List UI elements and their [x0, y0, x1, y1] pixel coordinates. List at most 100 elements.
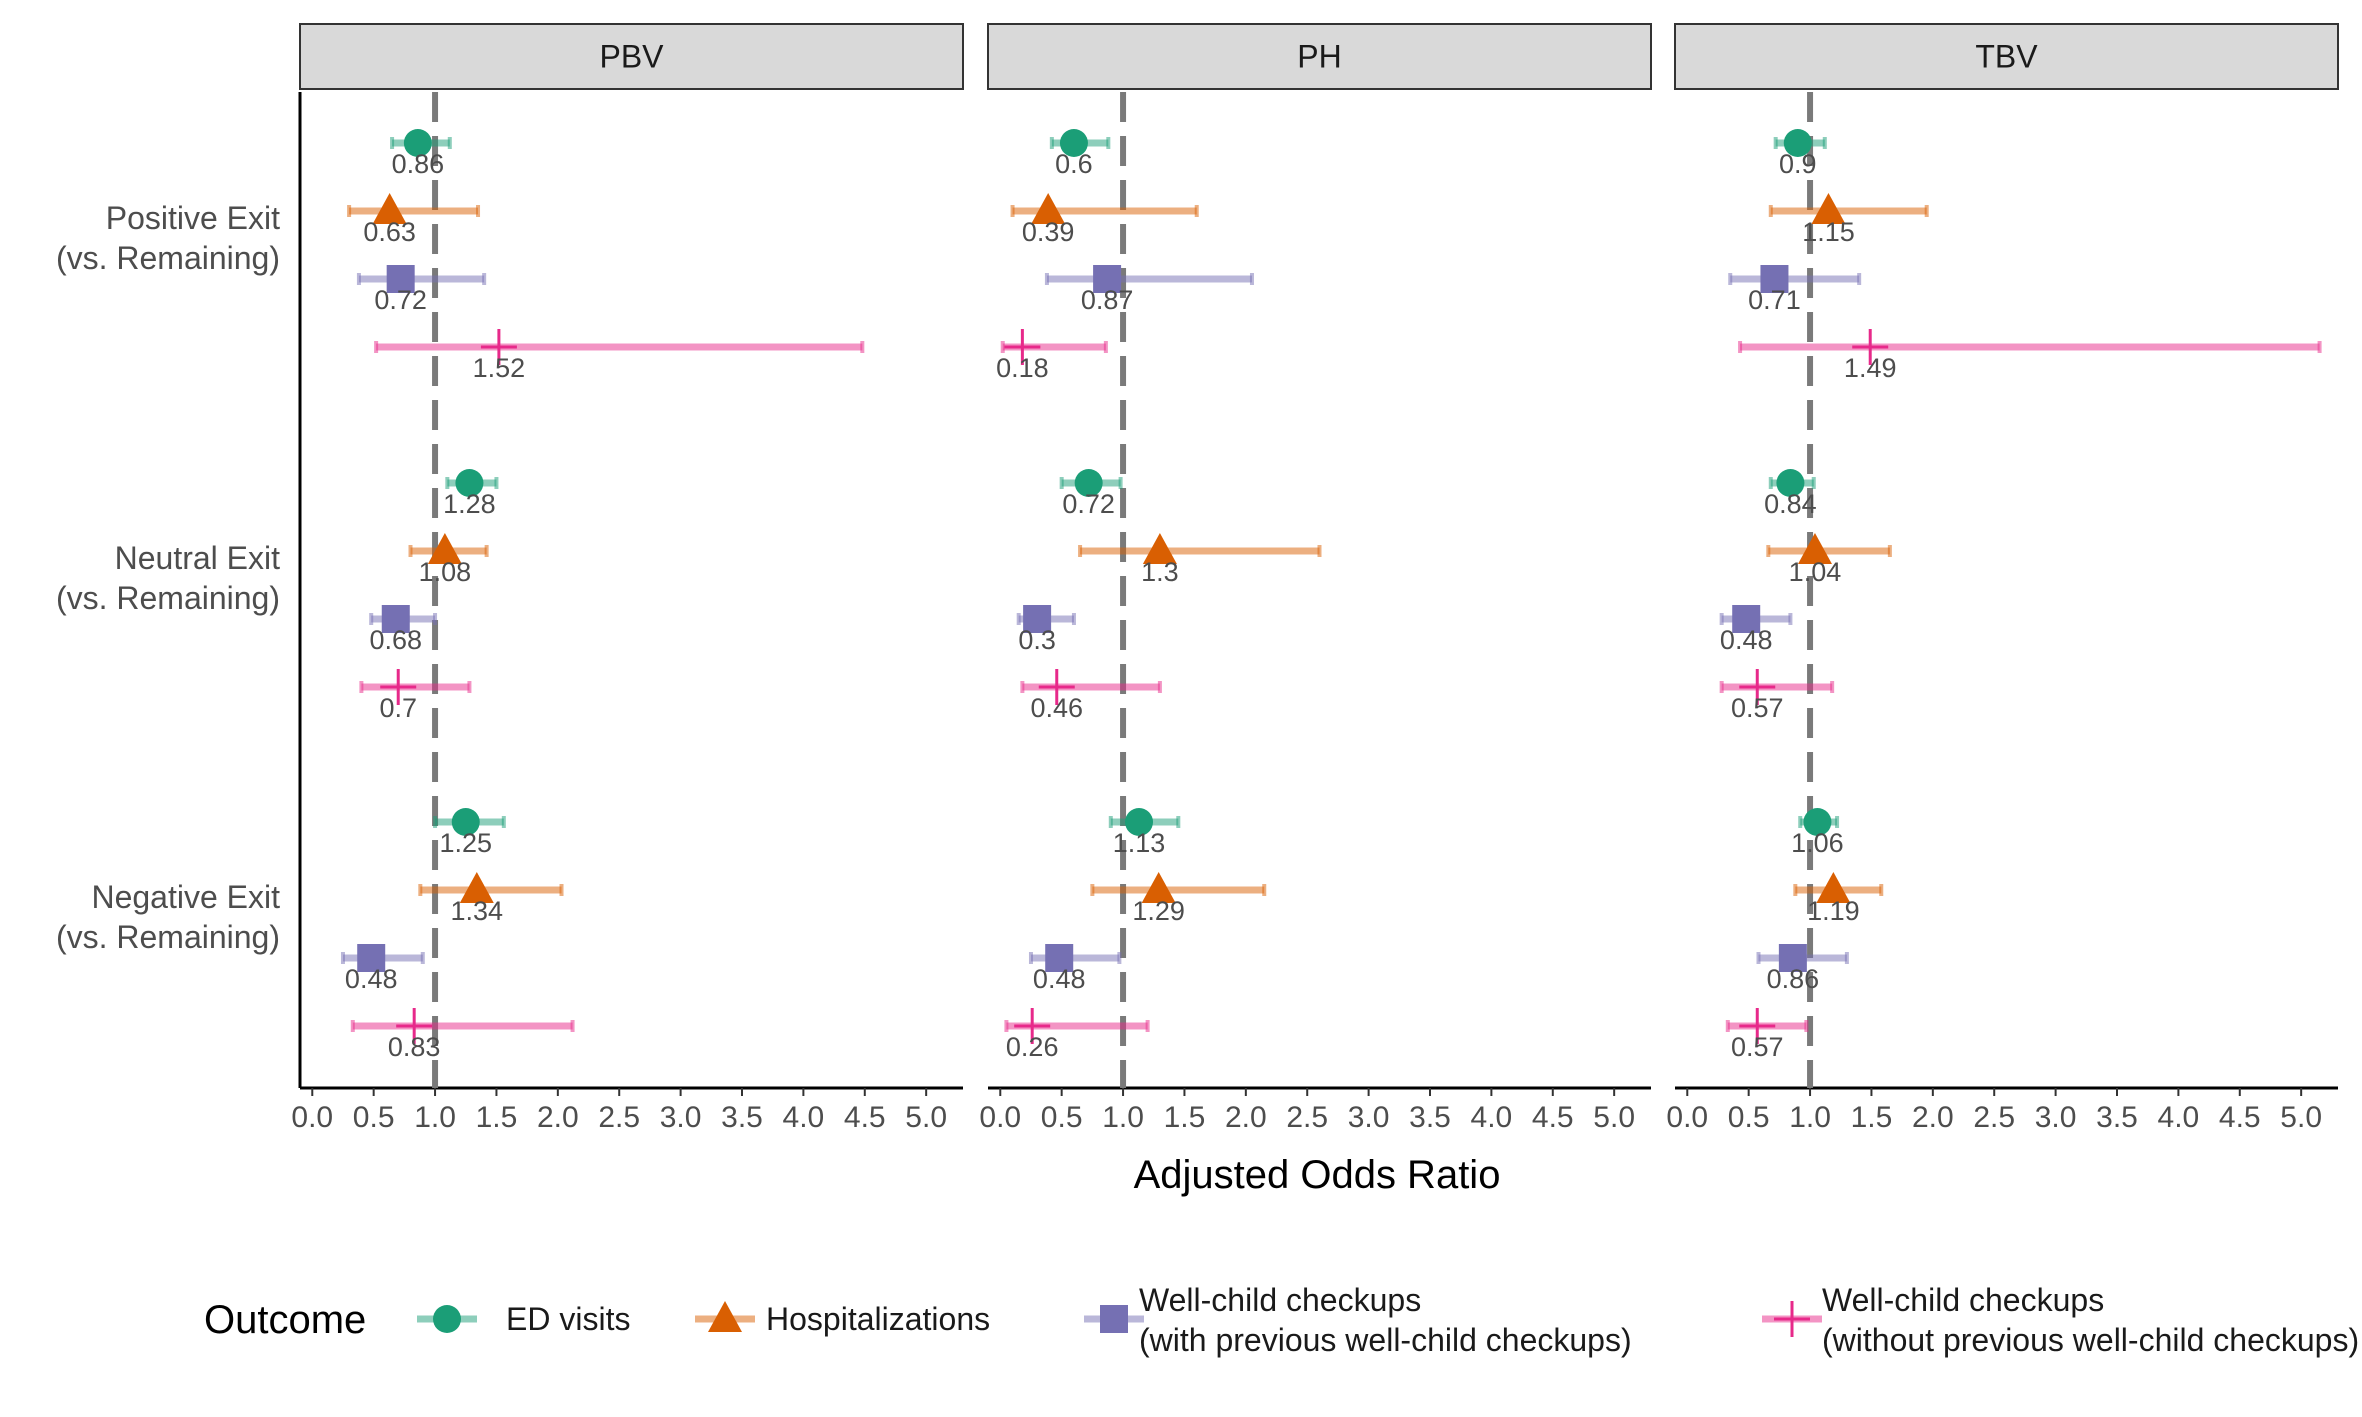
x-tick-label: 1.5 [1164, 1101, 1206, 1134]
legend-key-triangle [708, 1301, 742, 1332]
row-label-line2: (vs. Remaining) [56, 919, 280, 955]
facet-panel-ph: PH 0.0 0.5 1.0 1.5 2.0 2.5 3.0 3.5 4.0 4.5 5.0 0.6 0.… [979, 23, 1652, 1134]
row-label-line2: (vs. Remaining) [56, 240, 280, 276]
estimate-3: 0.83 [350, 1008, 575, 1062]
point-triangle [372, 193, 407, 224]
data-label: 0.9 [1779, 149, 1817, 179]
estimate-1: 0.39 [1010, 193, 1199, 247]
data-label: 0.57 [1731, 693, 1784, 723]
facet-panel-tbv: TBV 0.0 0.5 1.0 1.5 2.0 2.5 3.0 3.5 4.0 4.5 5.0 0.9 1… [1666, 23, 2339, 1134]
data-label: 0.72 [374, 285, 427, 315]
point-circle [1776, 469, 1805, 497]
estimate-3: 0.26 [1004, 1008, 1150, 1062]
data-label: 0.84 [1764, 489, 1817, 519]
legend-key-circle [433, 1305, 461, 1333]
point-circle [403, 129, 432, 157]
x-tick-label: 3.5 [2096, 1101, 2138, 1134]
point-square [357, 944, 386, 972]
point-circle [1783, 129, 1812, 157]
point-square [1778, 944, 1807, 972]
facet-strip-label: TBV [1975, 39, 2038, 75]
estimate-0: 0.84 [1764, 469, 1817, 519]
estimate-2: 0.3 [1016, 605, 1076, 655]
x-tick-label: 2.5 [1286, 1101, 1328, 1134]
facet-strip-label: PBV [599, 39, 664, 75]
data-label: 1.52 [473, 353, 526, 383]
legend-key-3 [1762, 1301, 1822, 1337]
data-label: 0.86 [1767, 964, 1820, 994]
data-label: 0.57 [1731, 1032, 1784, 1062]
estimate-1: 1.08 [408, 533, 489, 587]
estimate-2: 0.71 [1728, 265, 1862, 315]
estimate-0: 0.86 [390, 129, 452, 179]
data-label: 1.25 [439, 828, 492, 858]
row-label-line1: Negative Exit [91, 879, 280, 915]
row-label-line2: (vs. Remaining) [56, 580, 280, 616]
data-label: 0.6 [1055, 149, 1093, 179]
estimate-3: 0.57 [1725, 1008, 1809, 1062]
estimate-2: 0.72 [356, 265, 487, 315]
point-triangle [1797, 533, 1832, 564]
x-tick-label: 0.0 [291, 1101, 333, 1134]
data-label: 1.49 [1844, 353, 1897, 383]
x-tick-label: 4.0 [2158, 1101, 2200, 1134]
x-tick-label: 1.5 [1851, 1101, 1893, 1134]
data-label: 1.3 [1141, 557, 1179, 587]
x-tick-label: 2.5 [598, 1101, 640, 1134]
x-tick-label: 1.0 [414, 1101, 456, 1134]
data-label: 1.04 [1789, 557, 1842, 587]
point-square [1093, 265, 1122, 293]
point-square [1760, 265, 1789, 293]
legend-key-2 [1084, 1305, 1144, 1333]
estimate-2: 0.87 [1044, 265, 1254, 315]
facet-strip [987, 23, 1652, 90]
x-tick-label: 4.5 [1532, 1101, 1574, 1134]
estimate-1: 1.29 [1090, 872, 1267, 926]
data-label: 1.13 [1113, 828, 1166, 858]
x-tick-label: 5.0 [2280, 1101, 2322, 1134]
legend-title: Outcome [204, 1298, 366, 1342]
data-label: 0.87 [1081, 285, 1134, 315]
legend-label-line1: Well-child checkups [1822, 1282, 2104, 1318]
x-axis-title: Adjusted Odds Ratio [1134, 1153, 1501, 1197]
legend-label: ED visits [506, 1301, 630, 1337]
estimate-0: 0.9 [1773, 129, 1827, 179]
data-label: 0.26 [1006, 1032, 1059, 1062]
point-triangle [427, 533, 462, 564]
data-label: 0.39 [1022, 217, 1075, 247]
data-label: 0.71 [1748, 285, 1801, 315]
estimate-3: 0.46 [1020, 669, 1162, 723]
x-tick-label: 3.5 [1409, 1101, 1451, 1134]
legend-key-square [1100, 1305, 1128, 1333]
point-triangle [1142, 533, 1177, 564]
x-tick-label: 0.5 [1728, 1101, 1770, 1134]
data-label: 0.83 [388, 1032, 441, 1062]
x-tick-label: 0.0 [1666, 1101, 1708, 1134]
estimate-1: 1.34 [418, 872, 564, 926]
estimate-0: 0.6 [1049, 129, 1111, 179]
x-tick-label: 1.5 [476, 1101, 518, 1134]
legend-key-0 [417, 1305, 477, 1333]
point-square [1023, 605, 1052, 633]
data-label: 0.48 [345, 964, 398, 994]
data-label: 0.72 [1062, 489, 1115, 519]
x-tick-label: 3.0 [660, 1101, 702, 1134]
x-tick-label: 3.0 [1348, 1101, 1390, 1134]
estimate-2: 0.48 [1028, 944, 1122, 994]
point-circle [455, 469, 484, 497]
point-square [1732, 605, 1761, 633]
x-tick-label: 3.0 [2035, 1101, 2077, 1134]
estimate-3: 1.49 [1738, 329, 2322, 383]
data-label: 1.08 [419, 557, 472, 587]
x-tick-label: 0.5 [1041, 1101, 1083, 1134]
data-label: 1.28 [443, 489, 496, 519]
point-circle [1074, 469, 1103, 497]
data-label: 1.34 [451, 896, 504, 926]
data-label: 0.46 [1030, 693, 1083, 723]
x-tick-label: 4.5 [2219, 1101, 2261, 1134]
estimate-2: 0.86 [1756, 944, 1849, 994]
x-tick-label: 0.0 [979, 1101, 1021, 1134]
x-tick-label: 2.5 [1973, 1101, 2015, 1134]
legend-label-line2: (without previous well-child checkups) [1822, 1322, 2359, 1358]
